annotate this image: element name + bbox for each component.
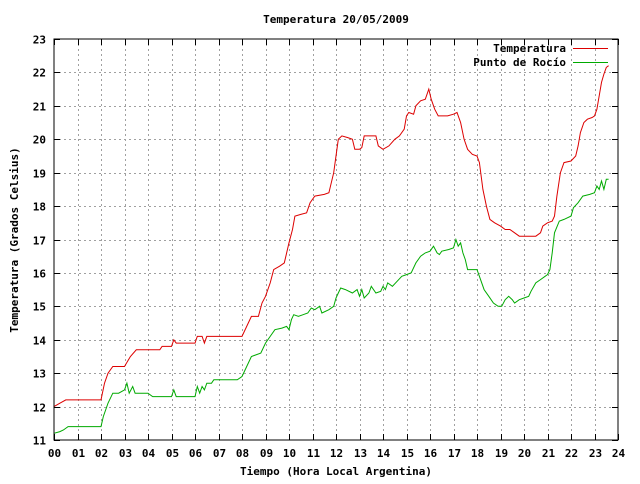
x-tick-label: 21: [542, 447, 556, 460]
y-tick-label: 18: [33, 201, 46, 214]
x-tick-label: 01: [72, 447, 86, 460]
x-tick-label: 22: [565, 447, 578, 460]
x-tick-label: 03: [119, 447, 132, 460]
grid: [54, 39, 618, 440]
series-line-temperatura: [53, 65, 609, 408]
ticks: [54, 39, 619, 441]
x-tick-label: 13: [354, 447, 367, 460]
x-tick-label: 07: [213, 447, 226, 460]
x-tick-label: 23: [589, 447, 602, 460]
y-axis-label: Temperatura (Grados Celsius): [8, 147, 21, 332]
y-tick-label: 23: [33, 34, 46, 47]
x-tick-label: 19: [495, 447, 508, 460]
x-tick-label: 10: [283, 447, 296, 460]
x-tick-label: 02: [95, 447, 108, 460]
legend-label: Punto de Rocío: [473, 56, 566, 69]
x-tick-label: 17: [448, 447, 461, 460]
y-tick-label: 20: [33, 134, 46, 147]
x-tick-label: 15: [401, 447, 414, 460]
y-tick-label: 17: [33, 235, 46, 248]
x-axis-label: Tiempo (Hora Local Argentina): [240, 465, 432, 478]
y-tick-label: 13: [33, 368, 46, 381]
chart-title: Temperatura 20/05/2009: [263, 13, 409, 26]
y-tick-label: 15: [33, 301, 46, 314]
series-layer: [53, 65, 609, 434]
x-tick-label: 05: [166, 447, 179, 460]
x-tick-label: 14: [377, 447, 391, 460]
x-tick-label: 08: [236, 447, 249, 460]
x-tick-label: 04: [142, 447, 156, 460]
y-tick-label: 21: [33, 101, 47, 114]
x-tick-label: 09: [260, 447, 273, 460]
y-tick-label: 22: [33, 67, 46, 80]
series-line-punto-de-rocio: [53, 178, 609, 434]
x-tick-label: 18: [471, 447, 484, 460]
x-tick-label: 24: [612, 447, 626, 460]
y-tick-label: 14: [33, 335, 47, 348]
legend-label: Temperatura: [493, 42, 566, 55]
x-tick-label: 12: [330, 447, 343, 460]
x-tick-label: 16: [424, 447, 438, 460]
x-tick-label: 06: [189, 447, 203, 460]
y-tick-labels: 11 12 13 14 15 16 17 18 19 20 21 22 23: [33, 34, 47, 448]
y-tick-label: 11: [33, 435, 47, 448]
x-tick-labels: 00 01 02 03 04 05 06 07 08 09 10 11 12 13 14 15 16 17 18 19…: [48, 447, 626, 460]
x-tick-label: 11: [307, 447, 321, 460]
y-tick-label: 19: [33, 168, 46, 181]
y-tick-label: 12: [33, 402, 46, 415]
x-tick-label: 20: [518, 447, 531, 460]
x-tick-label: 00: [48, 447, 61, 460]
y-tick-label: 16: [33, 268, 47, 281]
